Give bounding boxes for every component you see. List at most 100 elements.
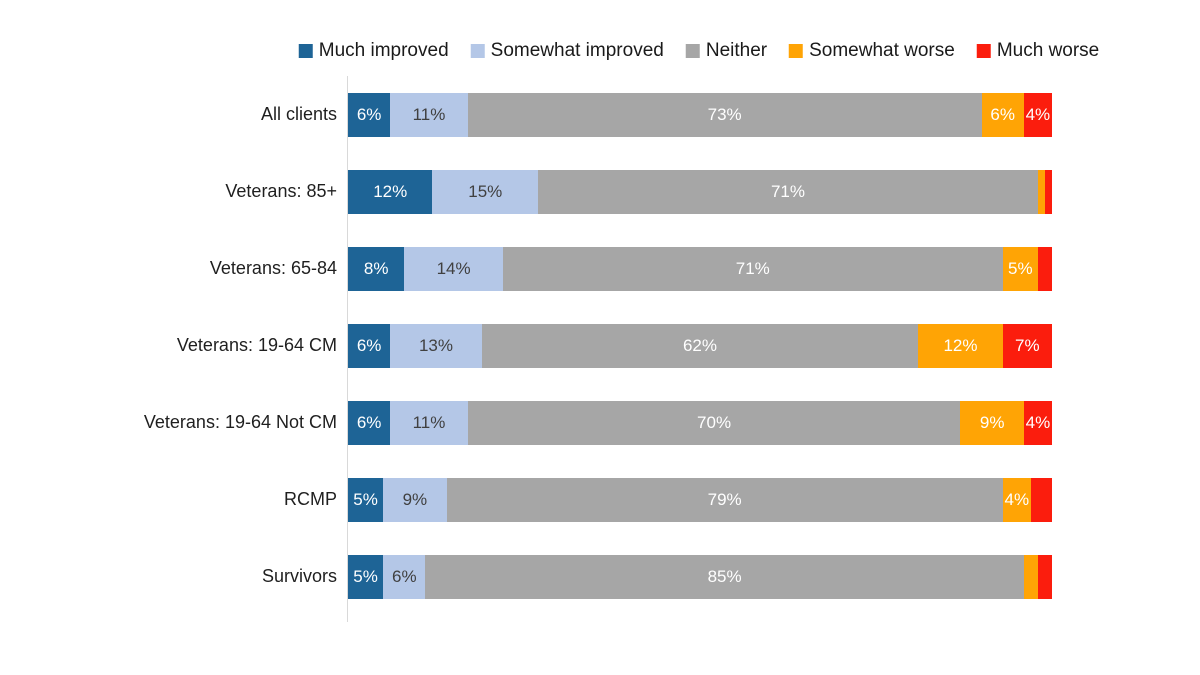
bar-value-label: 6%	[392, 567, 417, 586]
bar-value-label: 11%	[412, 105, 446, 124]
legend-label: Somewhat improved	[490, 40, 664, 61]
bar-segment-neither: 85%	[425, 554, 1024, 599]
legend-swatch-somewhat-improved	[470, 44, 485, 58]
bar-segment-much-worse	[1037, 554, 1052, 599]
legend-swatch-neither	[685, 44, 700, 58]
legend-item-much-worse: Much worse	[976, 40, 1100, 62]
legend: Much improved Somewhat improved Neither Som…	[298, 40, 1100, 62]
bar-value-label: 12%	[373, 182, 408, 201]
bar-segment-somewhat-worse: 5%	[1002, 246, 1038, 291]
bar-segment-somewhat-improved: 6%	[383, 554, 426, 599]
bar-track: 6% 11% 70% 9% 4%	[348, 400, 1052, 445]
bar-row-survivors: Survivors 5% 6% 85%	[0, 538, 1200, 615]
bar-value-label: 6%	[356, 413, 382, 432]
bar-value-label: 9%	[979, 413, 1005, 432]
bar-value-label: 85%	[707, 567, 742, 586]
category-label: Veterans: 65-84	[209, 258, 337, 278]
bar-value-label: 5%	[353, 490, 378, 509]
bar-segment-neither: 70%	[467, 400, 961, 445]
bar-segment-neither: 71%	[502, 246, 1003, 291]
bar-segment-much-improved: 6%	[348, 400, 391, 445]
plot-area: All clients 6% 11% 73% 6% 4% Veterans: 85+ 12% 1…	[0, 76, 1200, 615]
bar-segment-somewhat-worse	[1037, 169, 1045, 214]
bar-track: 6% 13% 62% 12% 7%	[348, 323, 1052, 368]
bar-segment-neither: 71%	[538, 169, 1038, 214]
legend-label: Somewhat worse	[809, 40, 955, 61]
bar-segment-somewhat-improved: 9%	[383, 477, 447, 522]
bar-segment-much-improved: 12%	[348, 169, 433, 214]
legend-label: Neither	[705, 40, 768, 61]
bar-track: 8% 14% 71% 5%	[348, 246, 1052, 291]
bar-segment-much-worse	[1037, 246, 1052, 291]
bar-track: 5% 9% 79% 4%	[348, 477, 1052, 522]
bar-segment-somewhat-improved: 15%	[432, 169, 539, 214]
bar-value-label: 7%	[1015, 336, 1040, 355]
bar-segment-much-worse	[1044, 169, 1052, 214]
bar-value-label: 4%	[1004, 490, 1030, 509]
bar-segment-somewhat-improved: 11%	[390, 92, 468, 137]
bar-segment-much-worse	[1030, 477, 1052, 522]
bar-segment-somewhat-worse: 6%	[981, 92, 1024, 137]
bar-segment-somewhat-improved: 11%	[390, 400, 468, 445]
bar-track: 6% 11% 73% 6% 4%	[348, 92, 1052, 137]
category-label: All clients	[260, 104, 337, 124]
bar-segment-neither: 73%	[467, 92, 982, 137]
bar-value-label: 73%	[707, 105, 742, 124]
bar-track: 5% 6% 85%	[348, 554, 1052, 599]
category-label: Veterans: 19-64 CM	[176, 335, 337, 355]
bar-segment-much-worse: 4%	[1023, 92, 1052, 137]
bar-value-label: 14%	[436, 259, 471, 278]
bar-segment-much-improved: 5%	[348, 554, 384, 599]
bar-value-label: 5%	[1007, 259, 1033, 278]
bar-value-label: 5%	[353, 567, 378, 586]
bar-value-label: 11%	[412, 413, 446, 432]
bar-value-label: 15%	[468, 182, 503, 201]
bar-value-label: 71%	[770, 182, 805, 201]
bar-segment-neither: 79%	[446, 477, 1003, 522]
bar-segment-much-improved: 6%	[348, 92, 391, 137]
bar-value-label: 6%	[356, 105, 382, 124]
bar-value-label: 4%	[1025, 105, 1051, 124]
legend-item-much-improved: Much improved	[298, 40, 449, 62]
bar-segment-neither: 62%	[481, 323, 919, 368]
bar-row-veterans-19-64-not-cm: Veterans: 19-64 Not CM 6% 11% 70% 9% 4%	[0, 384, 1200, 461]
legend-label: Much worse	[996, 40, 1100, 61]
category-label: Veterans: 19-64 Not CM	[143, 412, 337, 432]
bar-row-veterans-65-84: Veterans: 65-84 8% 14% 71% 5%	[0, 230, 1200, 307]
bar-segment-somewhat-worse: 12%	[918, 323, 1003, 368]
legend-swatch-somewhat-worse	[789, 44, 804, 58]
bar-value-label: 13%	[418, 336, 453, 355]
bar-row-veterans-19-64-cm: Veterans: 19-64 CM 6% 13% 62% 12% 7%	[0, 307, 1200, 384]
bar-segment-somewhat-worse: 4%	[1002, 477, 1031, 522]
bar-track: 12% 15% 71%	[348, 169, 1052, 214]
legend-label: Much improved	[318, 40, 449, 61]
bar-segment-much-improved: 8%	[348, 246, 405, 291]
legend-swatch-much-worse	[976, 44, 991, 58]
legend-item-somewhat-worse: Somewhat worse	[789, 40, 955, 62]
legend-item-neither: Neither	[685, 40, 768, 62]
bar-value-label: 70%	[697, 413, 732, 432]
bar-segment-somewhat-worse: 9%	[960, 400, 1024, 445]
category-label: Veterans: 85+	[225, 181, 337, 201]
bar-segment-much-worse: 7%	[1002, 323, 1052, 368]
legend-item-somewhat-improved: Somewhat improved	[470, 40, 664, 62]
bar-segment-much-improved: 6%	[348, 323, 391, 368]
bar-segment-somewhat-improved: 13%	[390, 323, 482, 368]
bar-row-veterans-85: Veterans: 85+ 12% 15% 71%	[0, 153, 1200, 230]
bar-value-label: 71%	[735, 259, 770, 278]
vertical-axis-line	[347, 76, 348, 622]
bar-value-label: 4%	[1025, 413, 1051, 432]
bar-value-label: 6%	[356, 336, 382, 355]
bar-value-label: 8%	[363, 259, 389, 278]
bar-value-label: 62%	[682, 336, 717, 355]
bar-segment-somewhat-improved: 14%	[404, 246, 503, 291]
bar-row-all-clients: All clients 6% 11% 73% 6% 4%	[0, 76, 1200, 153]
category-label: RCMP	[284, 489, 337, 509]
bar-value-label: 12%	[943, 336, 978, 355]
bar-value-label: 6%	[990, 105, 1015, 124]
legend-swatch-much-improved	[298, 44, 313, 58]
bar-value-label: 9%	[402, 490, 428, 509]
bar-segment-much-worse: 4%	[1023, 400, 1052, 445]
bar-row-rcmp: RCMP 5% 9% 79% 4%	[0, 461, 1200, 538]
